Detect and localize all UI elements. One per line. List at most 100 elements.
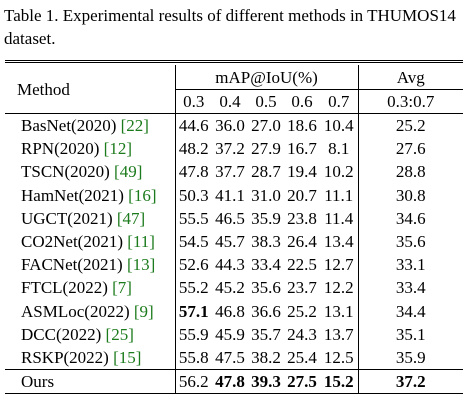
citation-link[interactable]: [25] <box>105 324 134 344</box>
map-value-cell: 57.1 <box>178 301 209 321</box>
map-value-cell: 23.8 <box>287 208 317 228</box>
method-cell: FTCL(2022) [7] <box>5 276 176 300</box>
map-value-cell: 46.8 <box>215 301 245 321</box>
avg-value-cell: 27.6 <box>357 137 463 161</box>
table-row: RSKP(2022) [15] 55.8 47.5 38.2 25.4 12.5 35.9 <box>5 345 463 370</box>
citation-link[interactable]: [16] <box>128 185 157 205</box>
header-row: Method mAP@IoU(%) Avg <box>5 65 463 114</box>
map-value-cell: 16.7 <box>287 139 317 159</box>
map-value-cell: 31.0 <box>251 185 281 205</box>
map-value-cell: 8.1 <box>328 139 350 159</box>
map-value-cell: 18.6 <box>284 113 320 138</box>
method-name: CO2Net(2021) <box>21 232 128 252</box>
map-value-cell: 11.4 <box>324 208 354 228</box>
map-value-cell: 25.2 <box>287 301 317 321</box>
map-value-cell: 36.0 <box>212 113 248 138</box>
table-row: HamNet(2021) [16] 50.3 41.1 31.0 20.7 11.1 30.… <box>5 183 463 207</box>
map-value-cell: 10.2 <box>323 162 354 182</box>
table-row: CO2Net(2021) [11] 54.5 45.7 38.3 26.4 13.4 35.… <box>5 229 463 254</box>
avg-value-cell: 33.1 <box>357 253 463 277</box>
method-name: DCC(2022) <box>21 324 106 344</box>
map-value-cell: 28.7 <box>251 162 281 182</box>
map-value-cell: 12.5 <box>323 347 354 367</box>
map-value-cell: 38.3 <box>251 232 281 252</box>
method-cell: CO2Net(2021) [11] <box>5 229 176 254</box>
map-value-cell: 35.9 <box>251 208 281 228</box>
avg-value-cell: 35.9 <box>357 345 463 370</box>
citation-link[interactable]: [12] <box>103 139 132 159</box>
citation-link[interactable]: [49] <box>114 162 143 182</box>
map-value-cell: 15.2 <box>320 369 358 395</box>
table-row: DCC(2022) [25] 55.9 45.9 35.7 24.3 13.7 35.1 <box>5 322 463 346</box>
method-cell: Ours <box>5 369 176 395</box>
citation-link[interactable]: [7] <box>112 278 132 298</box>
citation-link[interactable]: [15] <box>113 347 142 367</box>
method-name: Ours <box>21 372 55 392</box>
avg-value-cell: 34.4 <box>357 299 463 323</box>
map-value-cell: 39.3 <box>248 369 284 395</box>
table-row: RPN(2020) [12] 48.2 37.2 27.9 16.7 8.1 27.6 <box>5 137 463 161</box>
map-header: mAP@IoU(%) <box>175 65 358 90</box>
map-value-cell: 13.7 <box>323 324 354 344</box>
method-cell: FACNet(2021) [13] <box>5 253 176 277</box>
citation-link[interactable]: [13] <box>126 255 156 275</box>
table-row: FTCL(2022) [7] 55.2 45.2 35.6 23.7 12.2 33.4 <box>5 276 463 300</box>
citation-link[interactable]: [22] <box>120 116 149 136</box>
method-cell: TSCN(2020) [49] <box>5 160 176 184</box>
table-row: BasNet(2020) [22] 44.6 36.0 27.0 18.6 10.4 25.… <box>5 113 463 138</box>
method-name: BasNet(2020) <box>21 116 121 136</box>
map-value-cell: 13.4 <box>323 232 354 252</box>
method-name: HamNet(2021) <box>21 185 129 205</box>
map-value-cell: 33.4 <box>251 255 281 275</box>
table-row: ASMLoc(2022) [9] 57.1 46.8 36.6 25.2 13.1 34.4 <box>5 299 463 323</box>
avg-header: Avg <box>357 65 463 90</box>
map-value-cell: 12.7 <box>323 255 354 275</box>
avg-value-cell: 34.6 <box>357 206 463 230</box>
map-value-cell: 41.1 <box>215 185 245 205</box>
table-row: TSCN(2020) [49] 47.8 37.7 28.7 19.4 10.2 28.8 <box>5 160 463 184</box>
results-table: Method mAP@IoU(%) Avg 0.3 0.4 0.5 0.6 0.… <box>5 60 463 395</box>
method-cell: RPN(2020) [12] <box>5 137 176 161</box>
map-value-cell: 47.8 <box>212 369 248 395</box>
map-value-cell: 55.5 <box>178 208 209 228</box>
threshold-cell: 0.3 <box>183 92 205 111</box>
map-value-cell: 45.2 <box>215 278 245 298</box>
avg-value-cell: 33.4 <box>357 276 463 300</box>
map-value-cell: 12.2 <box>323 278 354 298</box>
citation-link[interactable]: [47] <box>116 208 146 228</box>
method-cell: RSKP(2022) [15] <box>5 345 176 370</box>
citation-link[interactable]: [9] <box>133 301 154 321</box>
map-value-cell: 44.6 <box>175 113 212 138</box>
method-header: Method <box>5 65 176 114</box>
table-caption: Table 1. Experimental results of differe… <box>4 6 456 48</box>
avg-range-cell: 0.3:0.7 <box>357 89 463 114</box>
map-value-cell: 38.2 <box>251 347 281 367</box>
map-value-cell: 55.2 <box>178 278 209 298</box>
method-cell: ASMLoc(2022) [9] <box>5 299 176 323</box>
map-value-cell: 46.5 <box>215 208 245 228</box>
map-value-cell: 50.3 <box>178 185 209 205</box>
map-value-cell: 35.6 <box>251 278 281 298</box>
map-value-cell: 52.6 <box>178 255 209 275</box>
map-value-cell: 37.7 <box>215 162 245 182</box>
threshold-cell: 0.6 <box>291 92 313 111</box>
map-value-cell: 47.5 <box>215 347 245 367</box>
citation-link[interactable]: [11] <box>127 232 155 252</box>
method-name: ASMLoc(2022) <box>21 301 134 321</box>
map-value-cell: 54.5 <box>178 232 209 252</box>
map-value-cell: 27.9 <box>251 139 281 159</box>
map-value-cell: 47.8 <box>178 162 209 182</box>
map-value-cell: 11.1 <box>324 185 354 205</box>
map-value-cell: 10.4 <box>320 113 358 138</box>
map-value-cell: 45.7 <box>215 232 245 252</box>
map-value-cell: 27.0 <box>248 113 284 138</box>
method-cell: BasNet(2020) [22] <box>5 113 176 138</box>
avg-value-cell: 35.1 <box>357 322 463 346</box>
map-value-cell: 48.2 <box>178 139 209 159</box>
method-name: UGCT(2021) <box>21 208 117 228</box>
map-value-cell: 24.3 <box>287 324 317 344</box>
top-rule <box>5 60 463 63</box>
map-value-cell: 45.9 <box>215 324 245 344</box>
threshold-cell: 0.4 <box>219 92 241 111</box>
method-name: RPN(2020) <box>21 139 104 159</box>
